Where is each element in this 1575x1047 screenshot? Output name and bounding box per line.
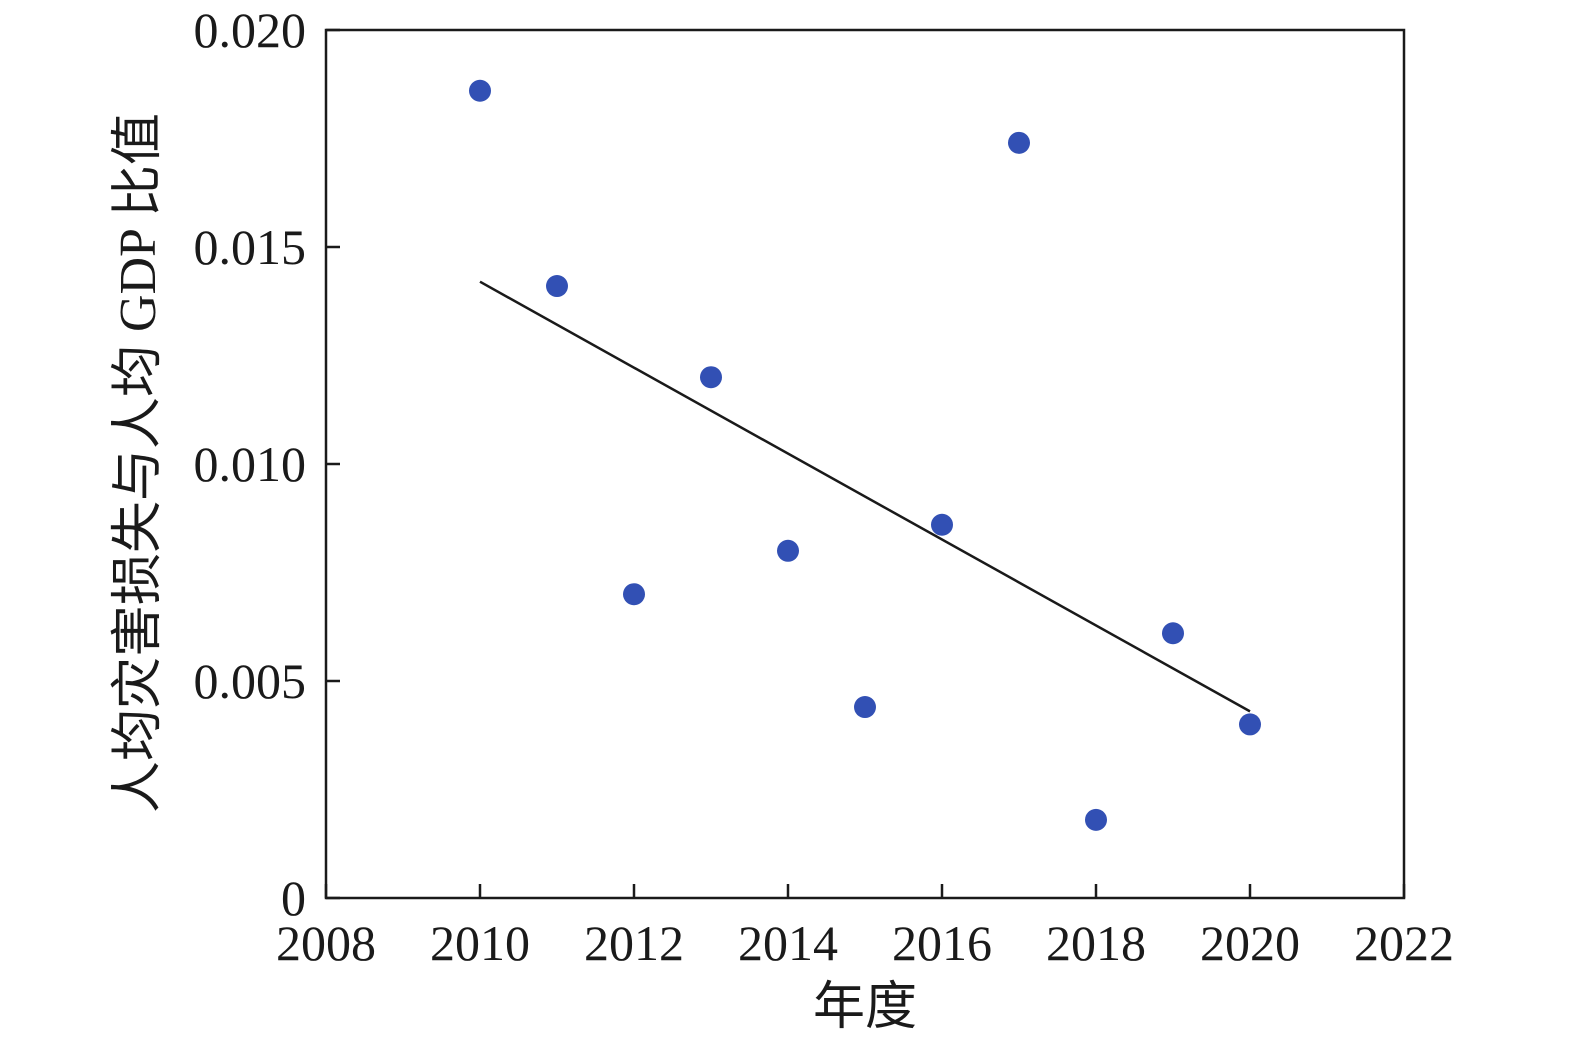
trendline-group — [479, 280, 1251, 713]
x-tick-label: 2010 — [430, 915, 530, 971]
data-point — [469, 79, 491, 102]
data-point — [1239, 713, 1261, 736]
x-axis-label: 年度 — [813, 979, 917, 1036]
data-point — [854, 696, 876, 719]
data-point — [1162, 622, 1184, 645]
data-point — [546, 275, 568, 298]
y-axis-label: 人均灾害损失与人均 GDP 比值 — [110, 113, 167, 813]
x-tick-label: 2014 — [738, 915, 838, 971]
y-tick-label: 0.010 — [194, 436, 307, 492]
x-tick-label: 2020 — [1200, 915, 1300, 971]
y-tick-label: 0.005 — [194, 653, 307, 709]
data-point — [623, 583, 645, 606]
data-points — [469, 79, 1261, 831]
x-tick-label: 2018 — [1046, 915, 1146, 971]
x-tick-label: 2008 — [276, 915, 376, 971]
y-tick-label: 0 — [281, 870, 306, 926]
data-point — [1085, 808, 1107, 831]
data-point — [777, 539, 799, 562]
plot-area — [324, 28, 1406, 900]
x-axis-tick-labels: 2008 2010 2012 2014 2016 2018 2020 2022 — [276, 915, 1454, 971]
data-point — [700, 366, 722, 389]
trendline — [479, 280, 1251, 713]
axis-ticks — [324, 28, 1406, 900]
x-tick-label: 2022 — [1354, 915, 1454, 971]
y-tick-label: 0.020 — [194, 2, 307, 58]
x-tick-label: 2016 — [892, 915, 992, 971]
data-point — [931, 513, 953, 536]
data-point — [1008, 131, 1030, 154]
plot-frame — [324, 28, 1406, 900]
x-tick-label: 2012 — [584, 915, 684, 971]
y-tick-label: 0.015 — [194, 219, 307, 275]
y-axis-tick-labels: 0 0.005 0.010 0.015 0.020 — [194, 2, 307, 926]
